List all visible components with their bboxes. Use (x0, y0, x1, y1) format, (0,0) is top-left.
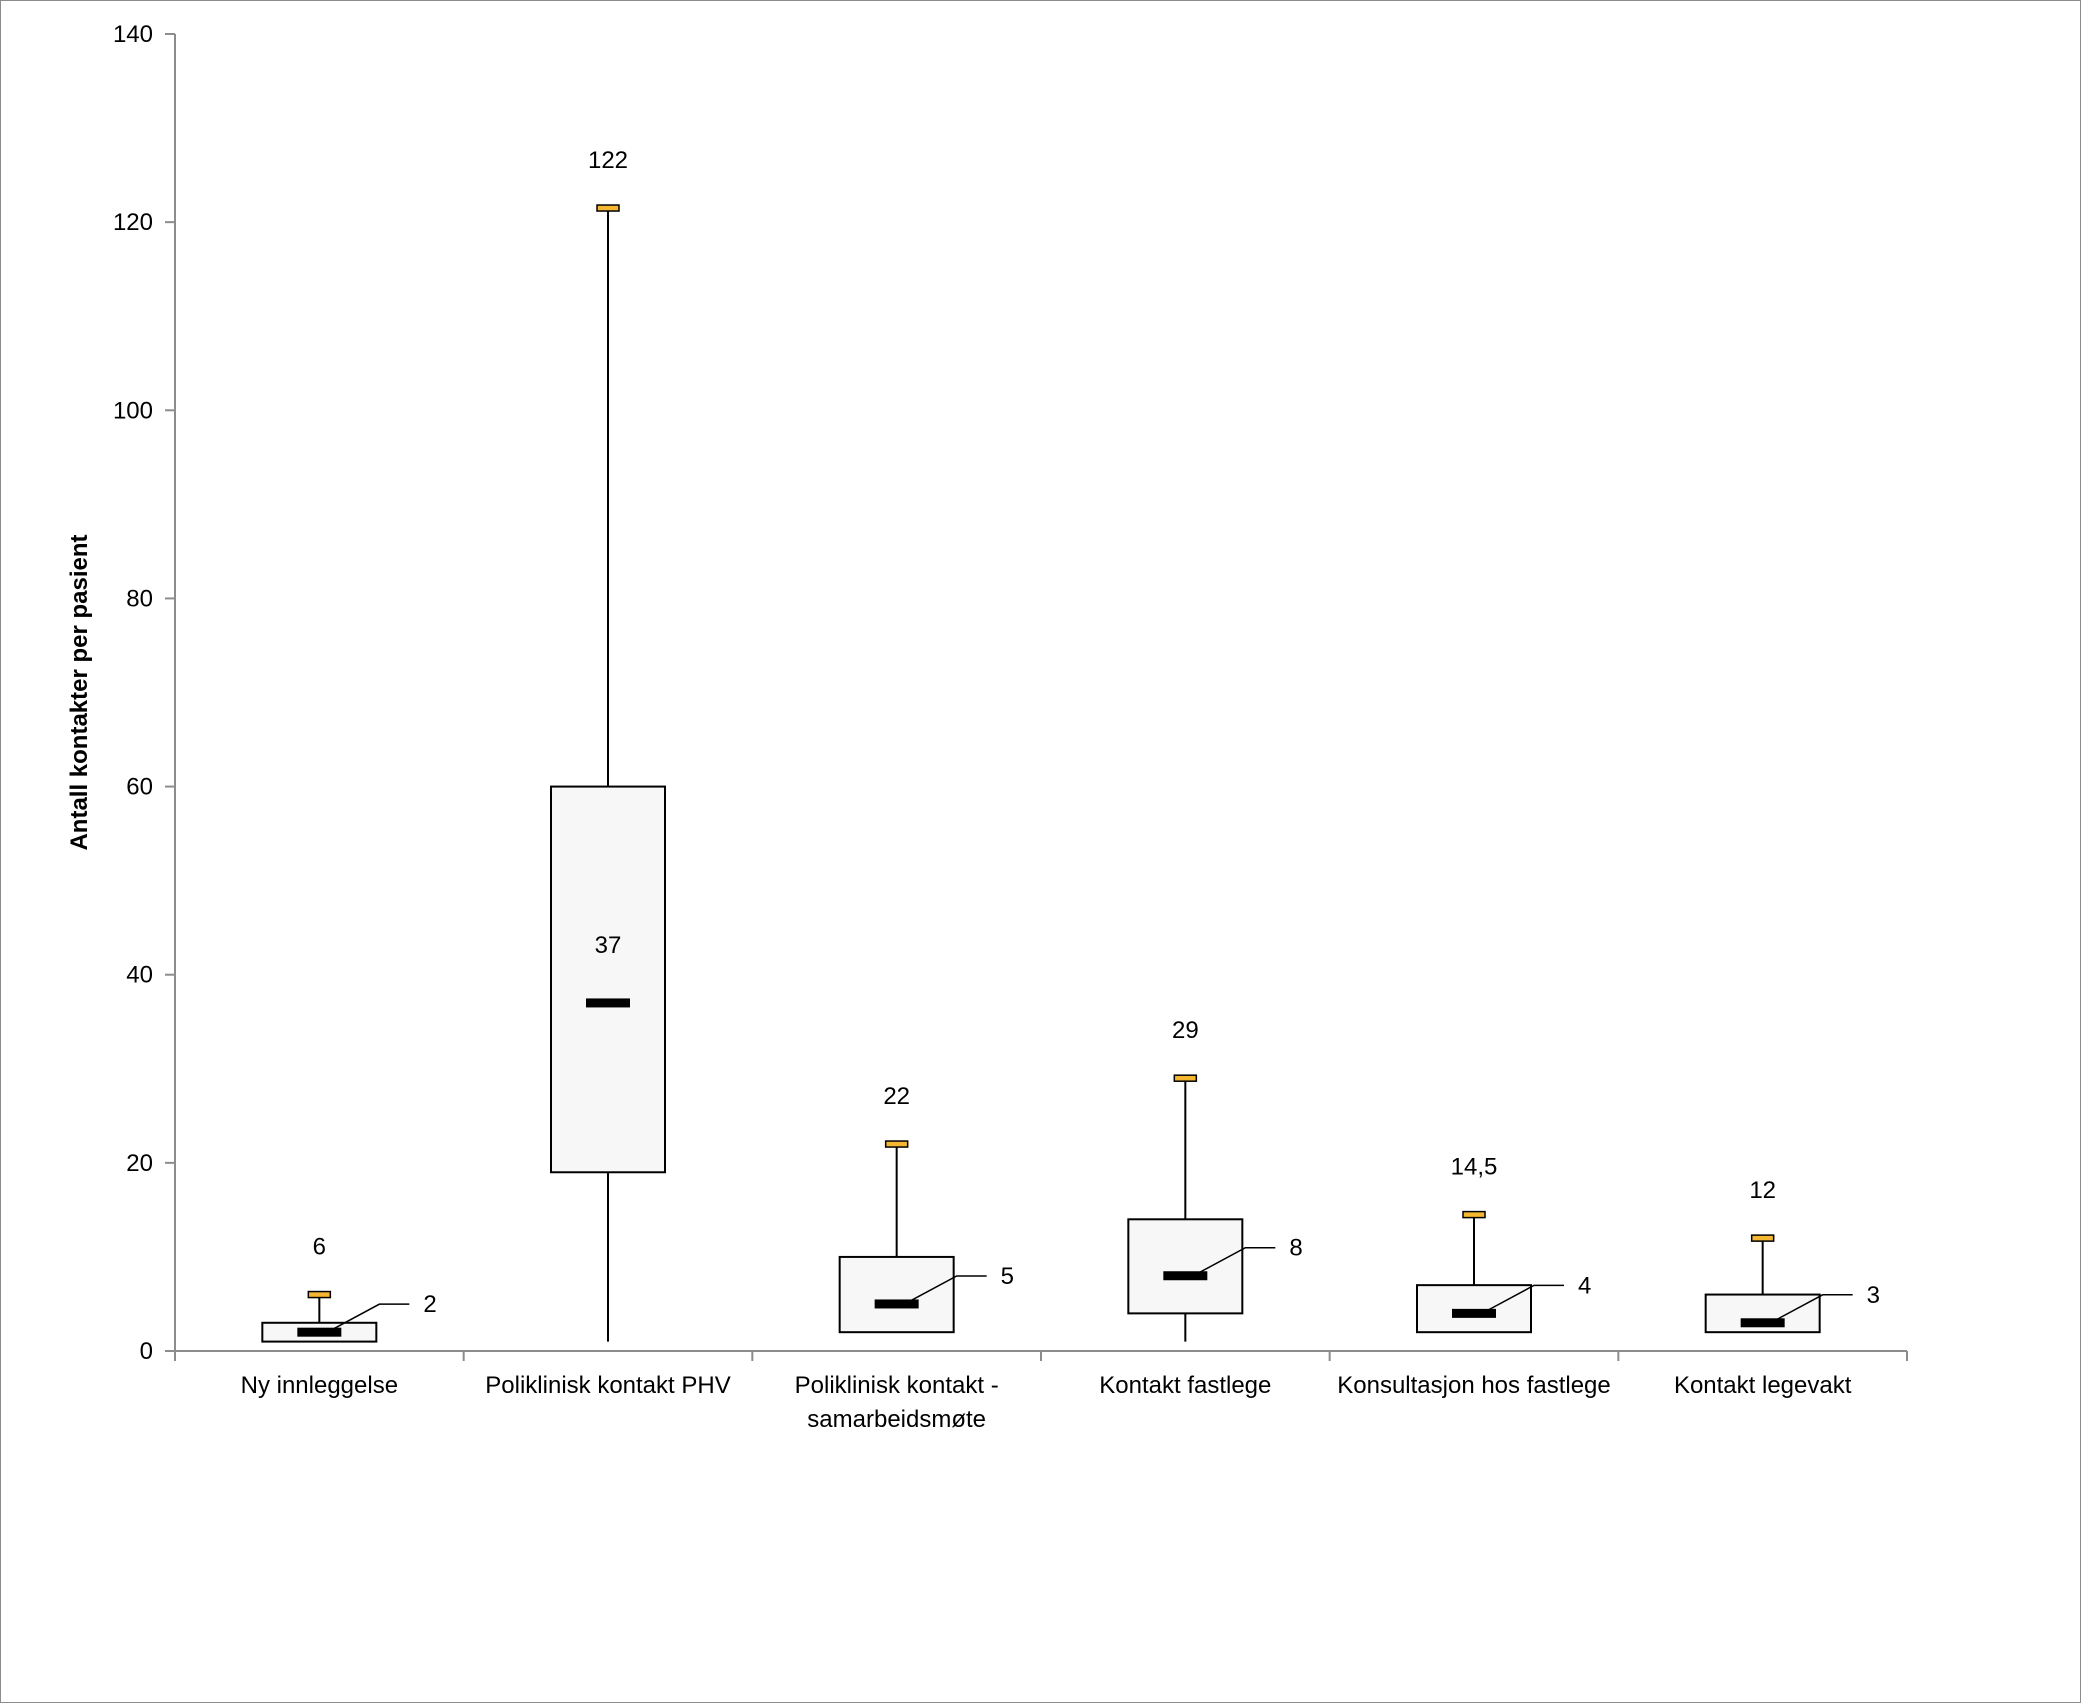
category-label: Kontakt legevakt (1674, 1372, 1852, 1399)
category-label: Poliklinisk kontakt PHV (485, 1372, 730, 1399)
y-tick-label: 20 (126, 1150, 153, 1177)
max-marker (1462, 1210, 1486, 1219)
median-label: 3 (1867, 1282, 1880, 1309)
median-leader-line (1192, 1246, 1276, 1277)
max-label: 22 (883, 1083, 910, 1110)
y-axis-label: Antall kontakter per pasient (66, 534, 93, 850)
category-label: Poliklinisk kontakt - (795, 1372, 999, 1399)
median-label: 8 (1289, 1235, 1302, 1262)
max-marker (307, 1290, 332, 1299)
y-tick-label: 80 (126, 585, 153, 612)
box-body (838, 1255, 955, 1334)
median-leader-line (1481, 1284, 1564, 1315)
box-group: 22 5 (838, 1083, 1014, 1334)
median-marker (874, 1299, 919, 1309)
box-body (550, 785, 666, 1174)
box-group: 12 3 (1704, 1177, 1880, 1334)
category-label: samarbeidsmøte (807, 1406, 986, 1433)
max-label: 6 (313, 1234, 326, 1261)
category-label: Konsultasjon hos fastlege (1337, 1372, 1611, 1399)
category-label: Ny innleggelse (241, 1372, 398, 1399)
median-label: 2 (423, 1291, 436, 1318)
median-label: 4 (1578, 1272, 1591, 1299)
median-leader-line (1770, 1294, 1853, 1324)
box-group: 122 37 (550, 147, 666, 1342)
box-group: 29 8 (1127, 1017, 1303, 1342)
median-leader-line (904, 1275, 987, 1305)
median-marker (586, 998, 630, 1008)
max-marker (1173, 1074, 1198, 1082)
median-label: 5 (1001, 1263, 1014, 1290)
max-marker (1750, 1234, 1775, 1242)
max-label: 12 (1749, 1177, 1776, 1204)
box-group: 62 (261, 1234, 437, 1343)
axes (174, 34, 1908, 1361)
max-label: 14,5 (1451, 1154, 1498, 1181)
median-marker (1452, 1308, 1496, 1318)
median-marker (297, 1327, 342, 1337)
median-label: 37 (595, 932, 622, 959)
y-tick-label: 60 (126, 774, 153, 801)
y-tick-label: 120 (113, 209, 153, 236)
box-body (1127, 1218, 1244, 1315)
median-leader-line (326, 1303, 410, 1333)
category-label: Kontakt fastlege (1099, 1372, 1271, 1399)
max-label: 29 (1172, 1017, 1199, 1044)
box-group: 14,54 (1416, 1154, 1591, 1334)
y-tick-label: 0 (140, 1338, 153, 1365)
y-tick-label: 140 (113, 21, 153, 48)
x-axis-categories: Ny innleggelse Poliklinisk kontakt PHV Pol… (241, 1372, 1852, 1433)
max-label: 122 (588, 147, 628, 174)
median-marker (1163, 1271, 1208, 1281)
y-axis-ticks: 0 20 40 60 80 100 120 140 (113, 21, 175, 1365)
box-body (1416, 1284, 1532, 1334)
max-marker (596, 204, 620, 212)
y-tick-label: 40 (126, 962, 153, 989)
max-marker (884, 1140, 909, 1148)
median-marker (1740, 1318, 1785, 1328)
y-tick-label: 100 (113, 397, 153, 424)
